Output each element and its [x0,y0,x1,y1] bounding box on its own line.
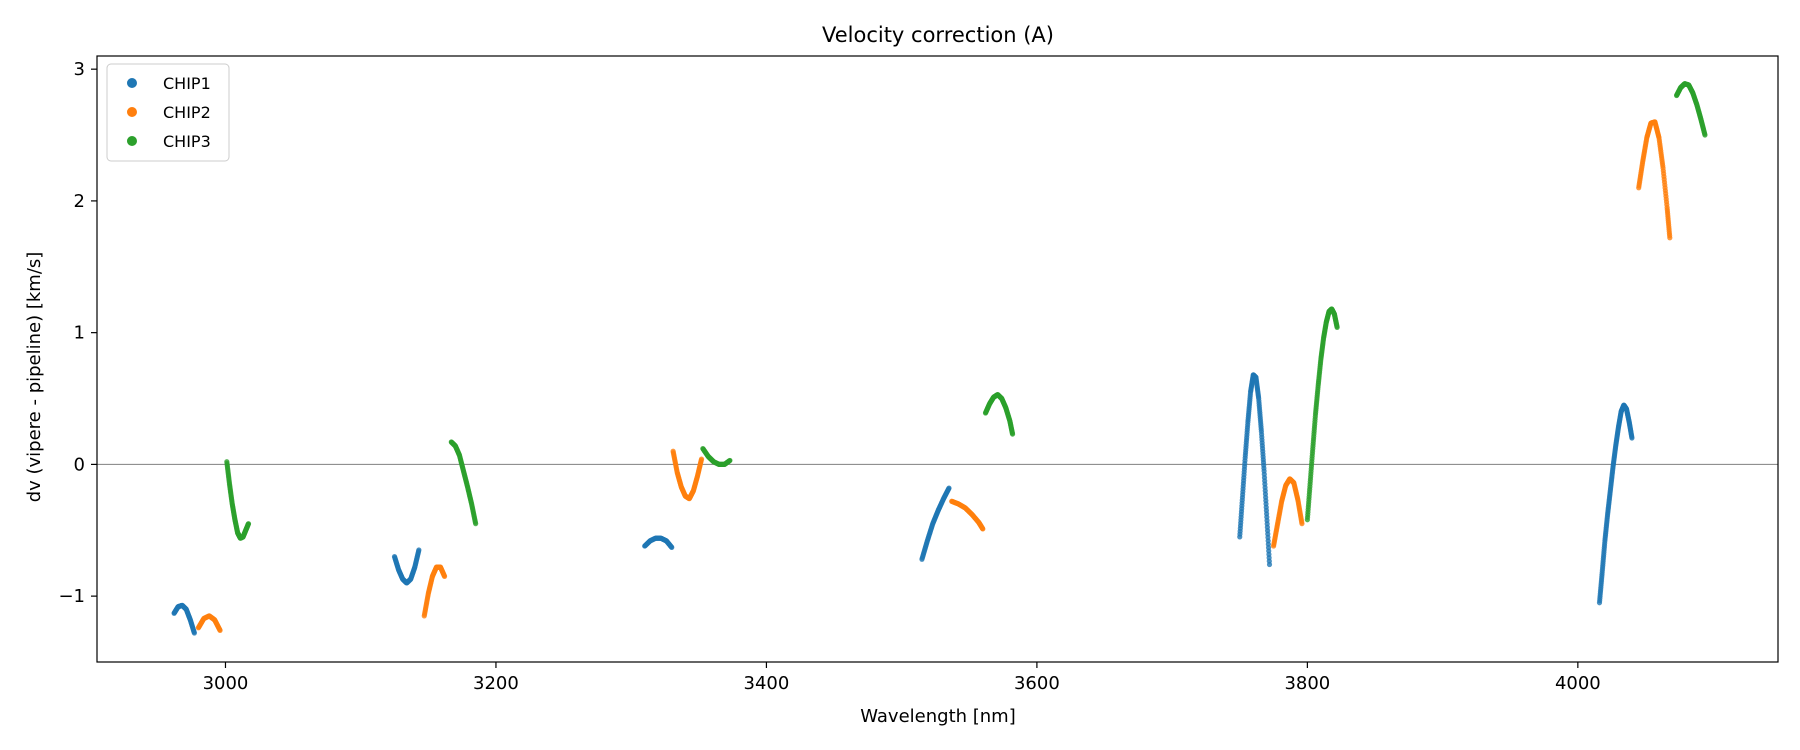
plot-area [96,55,1779,663]
data-point [698,456,705,462]
legend-marker-chip3 [127,136,137,146]
x-tick-label: 3600 [1014,673,1060,694]
data-point [1667,235,1673,241]
data-point [1266,561,1273,568]
data-point [217,627,223,633]
data-point [669,544,675,550]
data-point [441,573,448,579]
legend: CHIP1 CHIP2 CHIP3 [106,63,230,162]
y-tick-label: 1 [74,323,85,344]
axes-frame [96,55,1779,663]
data-point [727,457,733,464]
data-point [1334,324,1340,330]
data-point [416,547,422,553]
y-tick-label: −1 [58,586,85,607]
x-axis-label: Wavelength [nm] [860,706,1016,727]
y-tick-label: 2 [74,191,85,212]
data-point [245,521,252,527]
x-tick-label: 4000 [1555,673,1601,694]
data-point [980,526,986,532]
series-chip2 [195,119,1673,633]
data-point [1629,435,1635,441]
x-tick-label: 3400 [744,673,790,694]
data-point [946,485,952,491]
data-point [1299,521,1305,527]
y-axis: −1 0 1 2 3 [58,59,97,607]
y-tick-label: 3 [74,59,85,80]
legend-label-chip2: CHIP2 [163,103,211,122]
x-tick-label: 3000 [203,673,249,694]
legend-marker-chip1 [127,78,137,88]
legend-marker-chip2 [127,107,137,117]
legend-label-chip1: CHIP1 [163,74,211,93]
legend-box [106,63,230,162]
series-chip3 [224,81,1708,541]
y-tick-label: 0 [74,454,85,475]
x-tick-label: 3200 [473,673,519,694]
x-tick-label: 3800 [1284,673,1330,694]
series-chip1 [171,372,1635,636]
y-axis-label: dv (vipere - pipeline) [km/s] [24,252,45,503]
legend-label-chip3: CHIP3 [163,132,211,151]
data-point [473,521,479,527]
data-point [1009,431,1016,437]
data-point [191,630,197,636]
x-axis: 3000 3200 3400 3600 3800 4000 [203,662,1601,694]
data-point [1702,132,1708,138]
chart-title: Velocity correction (A) [822,23,1054,47]
